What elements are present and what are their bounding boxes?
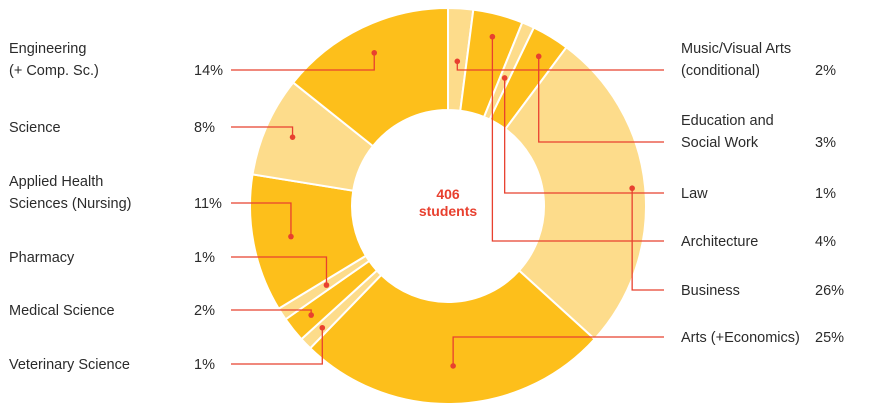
label-science: Science	[9, 120, 61, 136]
leader-dot-veterinary-science	[319, 324, 326, 331]
leader-education-and-social-work	[538, 56, 664, 143]
leader-dot-business	[629, 185, 635, 192]
label-architecture: Architecture	[681, 234, 758, 250]
leader-veterinary-science	[231, 327, 323, 365]
pct-engineering-comp-sc: 14%	[194, 63, 223, 79]
label-medical-science: Medical Science	[9, 303, 115, 319]
slice-arts-economics	[308, 269, 596, 405]
leader-dot-applied-health-sciences-nursing	[288, 233, 294, 240]
leader-law	[504, 77, 664, 194]
leader-dot-medical-science	[308, 312, 314, 318]
pct-law: 1%	[815, 186, 836, 202]
leader-dot-law	[501, 75, 508, 81]
pct-music-visual-arts-conditional: 2%	[815, 63, 836, 79]
pct-arts-economics: 25%	[815, 330, 844, 346]
center-total-value: 406	[436, 186, 460, 202]
pct-medical-science: 2%	[194, 303, 215, 319]
pct-veterinary-science: 1%	[194, 357, 215, 373]
slice-engineering-comp-sc	[291, 6, 449, 148]
leader-lines	[231, 33, 664, 369]
leader-science	[231, 126, 294, 138]
leader-pharmacy	[231, 256, 328, 286]
label-music-visual-arts-conditional: Music/Visual Arts (conditional)	[681, 41, 791, 79]
slice-labels: Engineering (+ Comp. Sc.) 14% Science 8% Appl…	[9, 41, 844, 373]
pct-education-and-social-work: 3%	[815, 135, 836, 151]
pct-pharmacy: 1%	[194, 250, 215, 266]
leader-dot-arts-economics	[450, 363, 456, 369]
label-arts-economics: Arts (+Economics)	[681, 330, 800, 346]
label-applied-health-sciences-nursing: Applied Health Sciences (Nursing)	[9, 174, 132, 212]
leader-dot-architecture	[489, 33, 496, 40]
center-total-unit: students	[419, 203, 478, 219]
pct-business: 26%	[815, 283, 844, 299]
leader-dot-music-visual-arts-conditional	[454, 58, 461, 65]
pct-applied-health-sciences-nursing: 11%	[194, 196, 222, 212]
label-business: Business	[681, 283, 740, 299]
label-education-and-social-work: Education and Social Work	[681, 113, 774, 151]
pct-science: 8%	[194, 120, 215, 136]
leader-dot-pharmacy	[323, 282, 330, 288]
leader-business	[631, 188, 664, 291]
leader-dot-education-and-social-work	[535, 53, 542, 60]
label-veterinary-science: Veterinary Science	[9, 357, 130, 373]
leader-architecture	[491, 36, 664, 242]
label-pharmacy: Pharmacy	[9, 250, 75, 266]
leader-dot-engineering-comp-sc	[371, 50, 378, 56]
leader-arts-economics	[452, 336, 664, 366]
leader-engineering-comp-sc	[231, 52, 375, 71]
label-law: Law	[681, 186, 708, 202]
label-engineering-comp-sc: Engineering (+ Comp. Sc.)	[9, 41, 99, 79]
leader-dot-science	[289, 134, 296, 140]
pct-architecture: 4%	[815, 234, 836, 250]
leader-music-visual-arts-conditional	[456, 61, 664, 71]
leader-applied-health-sciences-nursing	[231, 202, 292, 237]
